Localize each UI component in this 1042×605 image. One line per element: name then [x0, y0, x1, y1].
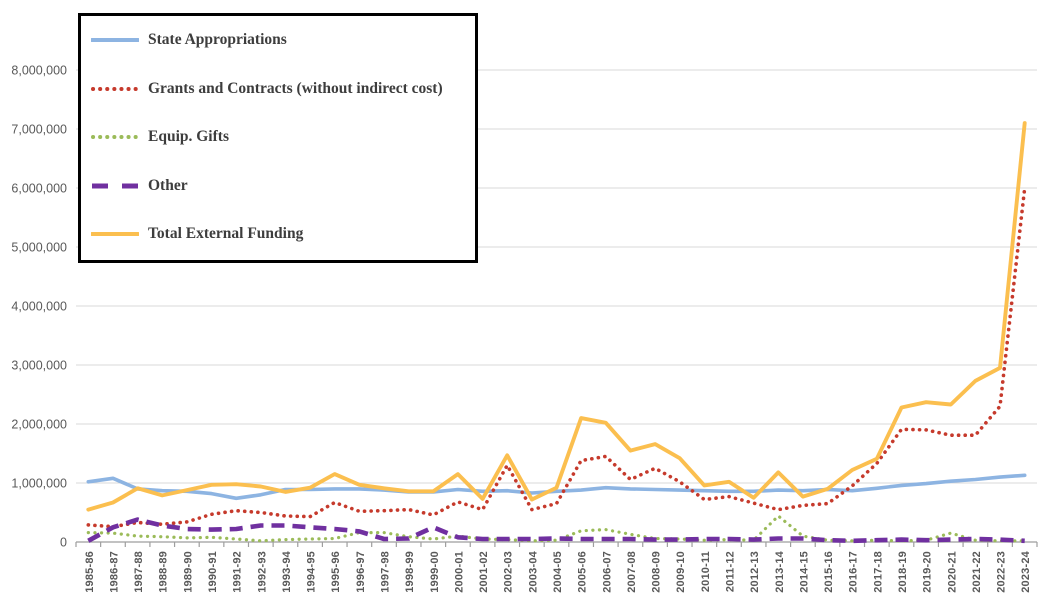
x-axis-label: 2003-04: [527, 550, 539, 592]
x-axis-label: 1999-00: [429, 551, 441, 593]
y-axis-tick-label: 5,000,000: [11, 241, 67, 255]
y-axis-tick-label: 1,000,000: [11, 477, 67, 491]
legend-item-equip-gifts: Equip. Gifts: [91, 128, 469, 146]
x-axis-label: 2010-11: [700, 551, 712, 592]
legend-item-total-external-funding: Total External Funding: [91, 225, 469, 243]
legend-swatch-grants-and-contracts: [91, 86, 139, 91]
x-axis-label: 1993-94: [281, 550, 293, 592]
x-axis-label: 2008-09: [651, 551, 663, 593]
series-line-grants-and-contracts-without-indirect-cost: [86, 186, 1027, 529]
y-axis-tick-label: 8,000,000: [11, 64, 67, 78]
series-line-state-appropriations: [86, 473, 1027, 501]
x-axis-label: 1994-95: [306, 551, 318, 593]
y-axis-tick-label: 0: [60, 536, 67, 550]
x-axis-label: 2002-03: [503, 551, 515, 593]
x-axis-label: 1989-90: [182, 551, 194, 593]
legend-item-grants-and-contracts: Grants and Contracts (without indirect c…: [91, 80, 469, 98]
x-axis-label: 2016-17: [848, 551, 860, 593]
x-axis-label: 2006-07: [601, 551, 613, 593]
y-axis-tick-label: 6,000,000: [11, 182, 67, 196]
x-axis-label: 2023-24: [1020, 550, 1032, 592]
legend-label: Grants and Contracts (without indirect c…: [148, 79, 443, 97]
x-axis-label: 2011-12: [724, 551, 736, 592]
x-axis-label: 1997-98: [380, 551, 392, 593]
series-line-total-external-funding: [86, 121, 1027, 512]
legend-item-state-appropriations: State Appropriations: [91, 31, 469, 49]
x-axis-label: 2004-05: [552, 551, 564, 593]
legend-swatch-state-appropriations: [91, 38, 139, 42]
legend-swatch-other: [92, 183, 138, 188]
x-axis-label: 2015-16: [823, 551, 835, 593]
x-axis-label: 1987-88: [133, 551, 145, 593]
legend-label: Equip. Gifts: [148, 128, 229, 145]
x-axis-label: 2021-22: [971, 551, 983, 593]
x-axis-label: 1998-99: [404, 551, 416, 593]
x-axis-label: 1988-89: [158, 551, 170, 593]
x-axis-label: 2000-01: [453, 551, 465, 593]
x-axis-label: 2013-14: [774, 550, 786, 592]
x-axis-label: 1985-86: [84, 551, 96, 593]
legend-label: State Appropriations: [148, 31, 287, 48]
legend-label: Total External Funding: [148, 225, 304, 242]
x-axis-label: 1995-96: [330, 551, 342, 593]
legend-swatch-equip-gifts: [91, 135, 139, 139]
series-line-equip-gifts: [86, 514, 1027, 543]
x-axis-label: 2007-08: [626, 551, 638, 593]
y-axis-tick-label: 3,000,000: [11, 359, 67, 373]
x-axis-label: 2014-15: [798, 551, 810, 593]
x-axis-label: 1991-92: [232, 551, 244, 593]
legend-label: Other: [148, 176, 188, 194]
legend-swatch-total-external-funding: [91, 232, 139, 236]
x-axis-label: 1990-91: [207, 551, 219, 593]
x-axis-label: 2017-18: [872, 551, 884, 593]
y-axis-tick-label: 4,000,000: [11, 300, 67, 314]
x-axis-label: 2020-21: [946, 551, 958, 593]
x-axis-label: 2019-20: [922, 551, 934, 593]
series-line-other: [87, 517, 1025, 544]
x-axis-label: 2001-02: [478, 551, 490, 593]
y-axis-tick-label: 2,000,000: [11, 418, 67, 432]
x-axis-label: 2012-13: [749, 551, 761, 593]
x-axis-label: 2009-10: [675, 551, 687, 593]
x-axis-label: 1996-97: [355, 551, 367, 593]
x-axis-label: 1992-93: [256, 551, 268, 593]
x-axis-label: 2022-23: [996, 551, 1008, 593]
x-axis-label: 2005-06: [577, 551, 589, 593]
x-axis-label: 2018-19: [897, 551, 909, 593]
legend-item-other: Other: [91, 177, 469, 195]
legend: State Appropriations Grants and Contract…: [78, 13, 478, 263]
x-axis-label: 1986-87: [108, 551, 120, 593]
y-axis-tick-label: 7,000,000: [11, 123, 67, 137]
